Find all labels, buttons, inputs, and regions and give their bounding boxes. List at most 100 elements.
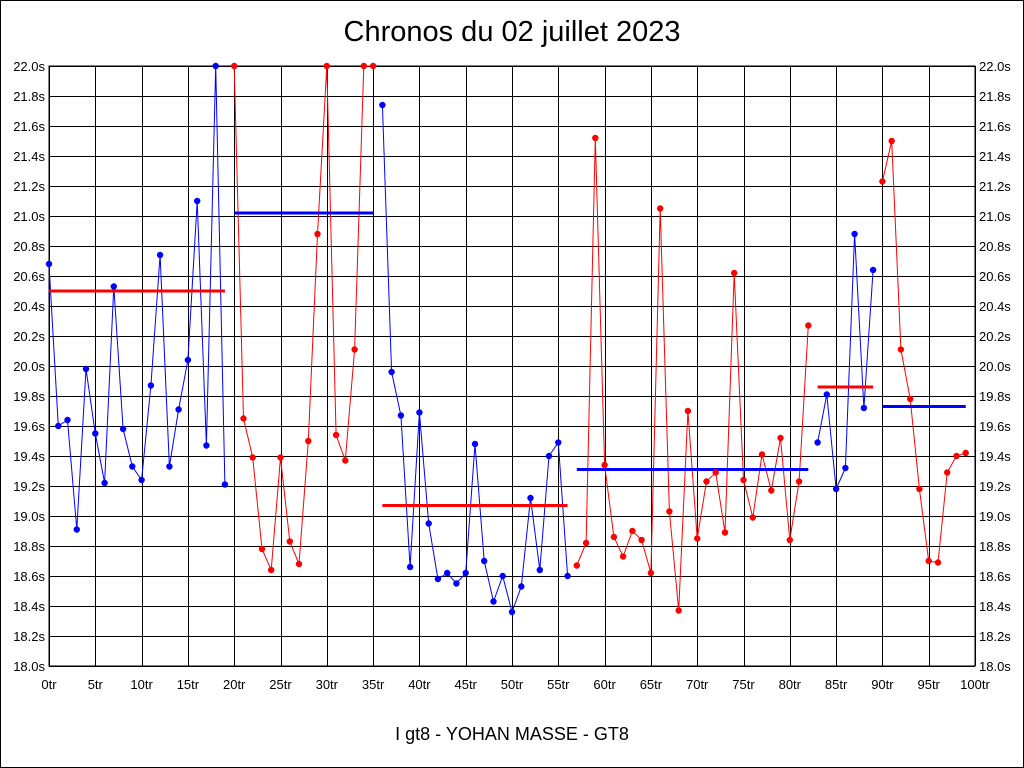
lap-point	[564, 572, 571, 580]
lap-point	[536, 566, 543, 574]
lap-point	[360, 62, 367, 70]
lap-point	[277, 454, 284, 461]
y-tick-label-right: 21.2s	[979, 179, 1011, 194]
chart-subtitle: I gt8 - YOHAN MASSE - GT8	[395, 724, 629, 744]
lap-point	[601, 461, 608, 469]
x-tick-label: 20tr	[223, 677, 246, 692]
grid	[48, 65, 976, 667]
x-tick-label: 50tr	[501, 677, 524, 692]
lap-point	[249, 454, 256, 461]
lap-point	[305, 437, 312, 445]
y-tick-label-right: 21.8s	[979, 89, 1011, 104]
x-tick-label: 15tr	[177, 677, 200, 692]
y-tick-label-right: 22.0s	[979, 59, 1011, 74]
y-tick-label-left: 22.0s	[13, 59, 45, 74]
lap-point	[712, 469, 719, 476]
lap-point	[45, 260, 53, 268]
series	[48, 65, 966, 614]
lap-point	[434, 575, 442, 583]
lap-point	[55, 422, 62, 430]
lap-point	[175, 406, 182, 413]
x-tick-label: 100tr	[960, 677, 990, 692]
y-tick-label-left: 20.4s	[13, 299, 45, 314]
lap-point	[212, 62, 219, 70]
y-tick-label-right: 21.6s	[979, 119, 1011, 134]
lap-point	[147, 382, 155, 389]
lap-point	[221, 481, 229, 488]
y-tick-label-left: 19.6s	[13, 419, 45, 434]
y-tick-label-left: 21.0s	[13, 209, 45, 224]
x-tick-label: 35tr	[362, 677, 385, 692]
lap-point	[897, 346, 905, 353]
y-tick-label-right: 18.8s	[979, 539, 1011, 554]
y-tick-label-right: 18.6s	[979, 569, 1011, 584]
lap-point	[166, 463, 173, 470]
lap-point	[944, 469, 951, 476]
y-tick-label-left: 21.2s	[13, 179, 45, 194]
y-tick-label-left: 19.0s	[13, 509, 45, 524]
y-tick-label-right: 19.6s	[979, 419, 1011, 434]
lap-points	[45, 62, 969, 616]
lap-point	[425, 520, 432, 527]
y-tick-label-left: 18.0s	[13, 659, 45, 674]
y-tick-label-left: 20.0s	[13, 359, 45, 374]
x-tick-label: 40tr	[408, 677, 431, 692]
x-tick-label: 70tr	[686, 677, 709, 692]
y-tick-label-right: 20.8s	[979, 239, 1011, 254]
x-tick-label: 25tr	[269, 677, 292, 692]
y-tick-label-left: 18.8s	[13, 539, 45, 554]
lap-point	[638, 536, 645, 544]
y-tick-label-left: 18.4s	[13, 599, 45, 614]
y-tick-label-left: 20.2s	[13, 329, 45, 344]
x-tick-label: 30tr	[316, 677, 339, 692]
lap-point	[527, 494, 534, 502]
lap-point	[851, 230, 858, 238]
x-tick-label: 10tr	[130, 677, 153, 692]
lap-point	[481, 557, 488, 565]
y-tick-label-right: 19.4s	[979, 449, 1011, 464]
lap-point	[619, 553, 627, 560]
lap-point	[758, 451, 766, 458]
y-tick-label-left: 18.6s	[13, 569, 45, 584]
lap-point	[582, 539, 590, 547]
lap-point	[82, 365, 90, 373]
lap-point	[768, 487, 775, 494]
y-tick-label-right: 20.4s	[979, 299, 1011, 314]
lap-point	[138, 476, 145, 484]
y-tick-label-left: 21.4s	[13, 149, 45, 164]
lap-point	[119, 425, 127, 433]
y-tick-label-right: 18.4s	[979, 599, 1011, 614]
lap-point	[555, 439, 562, 446]
chart-title: Chronos du 02 juillet 2023	[343, 16, 681, 48]
lap-point	[508, 608, 516, 616]
lap-point	[657, 205, 664, 212]
lap-point	[203, 442, 210, 449]
lap-point	[416, 409, 423, 416]
lap-point	[592, 134, 599, 142]
lap-point	[518, 583, 525, 590]
x-tick-label: 5tr	[88, 677, 104, 692]
y-tick-label-right: 18.0s	[979, 659, 1011, 674]
lap-point	[64, 416, 71, 424]
y-tick-label-left: 20.6s	[13, 269, 45, 284]
lap-point	[749, 514, 756, 521]
lap-point	[397, 412, 405, 419]
lap-point	[916, 485, 923, 493]
lap-point	[268, 566, 275, 574]
y-tick-label-right: 20.0s	[979, 359, 1011, 374]
series-line	[48, 65, 226, 530]
x-tick-label: 90tr	[871, 677, 894, 692]
y-tick-label-right: 19.8s	[979, 389, 1011, 404]
lap-point	[694, 535, 701, 542]
lap-point	[823, 391, 830, 398]
lap-point	[731, 269, 738, 277]
lap-point	[888, 137, 895, 145]
lap-point	[629, 527, 636, 535]
lap-point	[953, 452, 960, 460]
lap-point	[499, 572, 506, 580]
lap-point	[258, 545, 266, 553]
lap-point	[240, 415, 247, 422]
lap-point	[666, 508, 673, 515]
lap-point	[860, 404, 868, 412]
y-tick-label-right: 21.0s	[979, 209, 1011, 224]
